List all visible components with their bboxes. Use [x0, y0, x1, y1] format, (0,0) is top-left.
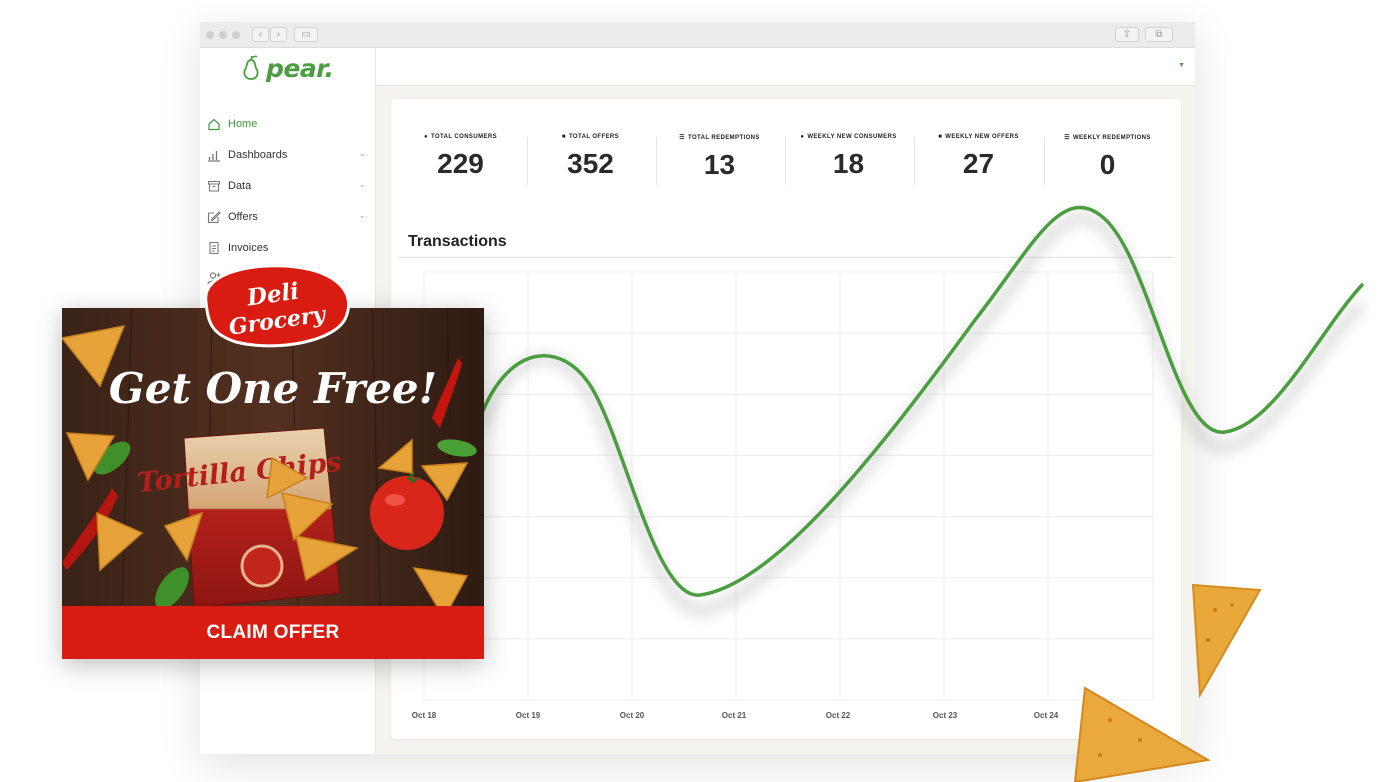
pear-logo[interactable]: pear. — [240, 52, 334, 84]
close-window-dot[interactable] — [206, 31, 214, 39]
edit-icon — [206, 209, 222, 225]
transactions-title: Transactions — [408, 233, 507, 250]
main-content: ● TOTAL CONSUMERS 229 ■ TOTAL OFFERS 352 ☰… — [376, 86, 1195, 754]
stat-total-redemptions: ☰ TOTAL REDEMPTIONS 13 — [655, 134, 784, 188]
claim-offer-button[interactable]: CLAIM OFFER — [62, 606, 484, 659]
share-button[interactable]: ⇧ — [1115, 27, 1139, 42]
window-titlebar: ‹ › ▭ ⇧ ⧉ — [200, 22, 1195, 48]
user-icon: ● — [423, 134, 428, 140]
top-header: ▼ — [376, 48, 1195, 86]
chevron-down-icon: ⌄ — [358, 210, 366, 220]
sidebar-item-label: Invoices — [228, 242, 269, 254]
stat-total-offers: ■ TOTAL OFFERS 352 — [526, 134, 655, 188]
stat-value: 229 — [437, 148, 484, 179]
sidebar-item-offers[interactable]: Offers ⌄ — [206, 205, 370, 229]
back-button[interactable]: ‹ — [252, 27, 269, 42]
stat-divider — [527, 137, 528, 185]
offer-headline: Get One Free! — [109, 364, 437, 413]
home-icon — [206, 116, 222, 132]
section-divider — [398, 257, 1174, 258]
stat-total-consumers: ● TOTAL CONSUMERS 229 — [396, 134, 525, 188]
offer-card[interactable]: Tortilla Chips — [62, 308, 484, 659]
stat-value: 13 — [703, 149, 736, 180]
stat-value: 27 — [962, 148, 995, 179]
stat-divider — [914, 137, 915, 185]
stat-weekly-redemptions: ☰ WEEKLY REDEMPTIONS 0 — [1043, 134, 1172, 188]
dashboard-card: ● TOTAL CONSUMERS 229 ■ TOTAL OFFERS 352 ☰… — [391, 99, 1181, 739]
user-icon: ● — [800, 134, 805, 140]
document-icon — [206, 240, 222, 256]
pear-icon — [243, 55, 259, 80]
tortilla-chip-decoration — [1191, 583, 1262, 699]
stat-divider — [1044, 137, 1045, 185]
stat-divider — [656, 137, 657, 185]
stat-weekly-new-consumers: ● WEEKLY NEW CONSUMERS 18 — [784, 134, 913, 188]
sidebar-toggle-button[interactable]: ▭ — [294, 27, 318, 42]
chevron-down-icon: ⌄ — [358, 179, 366, 189]
zoom-window-dot[interactable] — [232, 31, 240, 39]
archive-box-icon — [206, 178, 222, 194]
tabs-button[interactable]: ⧉ — [1145, 27, 1173, 42]
sidebar-item-label: Dashboards — [228, 149, 288, 161]
list-icon: ☰ — [1064, 135, 1070, 141]
chips-bag — [183, 427, 341, 606]
tag-icon: ■ — [938, 134, 943, 140]
minimize-window-dot[interactable] — [219, 31, 227, 39]
list-icon: ☰ — [679, 135, 685, 141]
stat-value: 18 — [832, 148, 865, 179]
brand-name: pear. — [266, 53, 334, 83]
account-dropdown-caret-icon[interactable]: ▼ — [1178, 62, 1185, 69]
forward-button[interactable]: › — [270, 27, 287, 42]
sidebar-item-dashboards[interactable]: Dashboards ⌄ — [206, 143, 370, 167]
chevron-down-icon: ⌄ — [358, 148, 366, 158]
sidebar-item-home[interactable]: Home — [206, 112, 370, 136]
sidebar-item-label: Home — [228, 118, 258, 130]
sidebar-item-invoices[interactable]: Invoices — [206, 236, 370, 260]
deli-grocery-logo: Deli Grocery — [204, 264, 350, 348]
stat-value: 352 — [567, 148, 614, 179]
sidebar-item-data[interactable]: Data ⌄ — [206, 174, 370, 198]
stat-divider — [785, 137, 786, 185]
stat-weekly-new-offers: ■ WEEKLY NEW OFFERS 27 — [914, 134, 1043, 188]
tag-icon: ■ — [561, 134, 566, 140]
sidebar-item-label: Data — [228, 180, 252, 192]
sidebar-item-label: Offers — [228, 211, 258, 223]
offer-artwork: Tortilla Chips — [62, 308, 484, 606]
bar-chart-icon — [206, 147, 222, 163]
stat-value: 0 — [1099, 149, 1116, 180]
